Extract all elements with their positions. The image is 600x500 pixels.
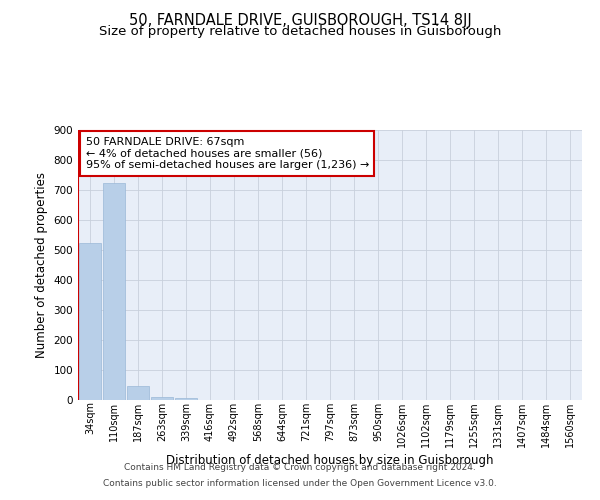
Bar [103, 183, 125, 400]
Text: 50 FARNDALE DRIVE: 67sqm
← 4% of detached houses are smaller (56)
95% of semi-de: 50 FARNDALE DRIVE: 67sqm ← 4% of detache… [86, 136, 369, 170]
Text: Contains public sector information licensed under the Open Government Licence v3: Contains public sector information licen… [103, 478, 497, 488]
Text: Contains HM Land Registry data © Crown copyright and database right 2024.: Contains HM Land Registry data © Crown c… [124, 464, 476, 472]
Text: 50, FARNDALE DRIVE, GUISBOROUGH, TS14 8JJ: 50, FARNDALE DRIVE, GUISBOROUGH, TS14 8J… [128, 12, 472, 28]
Bar [175, 398, 197, 400]
Text: Size of property relative to detached houses in Guisborough: Size of property relative to detached ho… [99, 25, 501, 38]
Bar [79, 243, 101, 400]
Bar [151, 396, 173, 400]
X-axis label: Distribution of detached houses by size in Guisborough: Distribution of detached houses by size … [166, 454, 494, 467]
Y-axis label: Number of detached properties: Number of detached properties [35, 172, 48, 358]
Bar [127, 386, 149, 400]
